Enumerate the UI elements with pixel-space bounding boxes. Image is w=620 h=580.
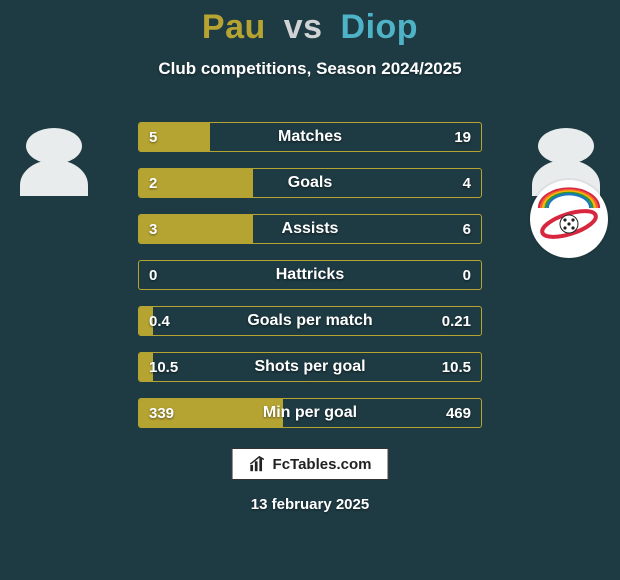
brand-text: FcTables.com	[273, 456, 372, 473]
player2-name: Diop	[341, 8, 419, 46]
stat-value-left: 10.5	[139, 353, 188, 381]
stat-value-left: 5	[139, 123, 167, 151]
stat-row: 519Matches	[138, 122, 482, 152]
avatar-head-icon	[26, 128, 82, 164]
stat-value-right: 19	[444, 123, 481, 151]
player1-avatar	[14, 118, 94, 198]
stat-row: 24Goals	[138, 168, 482, 198]
club-badge-icon	[534, 184, 604, 254]
stat-value-right: 6	[453, 215, 481, 243]
avatar-shoulders-icon	[20, 160, 88, 196]
date: 13 february 2025	[0, 496, 620, 513]
stat-value-right: 4	[453, 169, 481, 197]
stat-value-left: 2	[139, 169, 167, 197]
club-badge	[530, 180, 608, 258]
stat-row: 339469Min per goal	[138, 398, 482, 428]
stat-row: 0 0Hattricks	[138, 260, 482, 290]
stat-value-left: 3	[139, 215, 167, 243]
subtitle: Club competitions, Season 2024/2025	[0, 59, 620, 79]
stat-row: 10.5 10.5Shots per goal	[138, 352, 482, 382]
title-vs: vs	[284, 8, 323, 46]
stat-row: 0.4 0.21Goals per match	[138, 306, 482, 336]
stat-label: Goals per match	[139, 307, 481, 335]
avatar-head-icon	[538, 128, 594, 164]
brand-badge: FcTables.com	[232, 448, 389, 480]
stat-bars: 519Matches24Goals36Assists00Hattricks0.4…	[138, 122, 482, 444]
comparison-card: Pau vs Diop Club competitions, Season 20…	[0, 0, 620, 580]
stat-value-right: 10.5	[432, 353, 481, 381]
stat-value-left: 339	[139, 399, 184, 427]
brand-chart-icon	[249, 455, 267, 473]
stat-value-right: 0.21	[432, 307, 481, 335]
stat-value-left: 0	[139, 261, 167, 289]
stat-label: Hattricks	[139, 261, 481, 289]
stat-value-left: 0.4	[139, 307, 180, 335]
player1-name: Pau	[202, 8, 266, 46]
stat-label: Shots per goal	[139, 353, 481, 381]
stat-value-right: 0	[453, 261, 481, 289]
stat-row: 36Assists	[138, 214, 482, 244]
title: Pau vs Diop	[0, 0, 620, 47]
stat-value-right: 469	[436, 399, 481, 427]
